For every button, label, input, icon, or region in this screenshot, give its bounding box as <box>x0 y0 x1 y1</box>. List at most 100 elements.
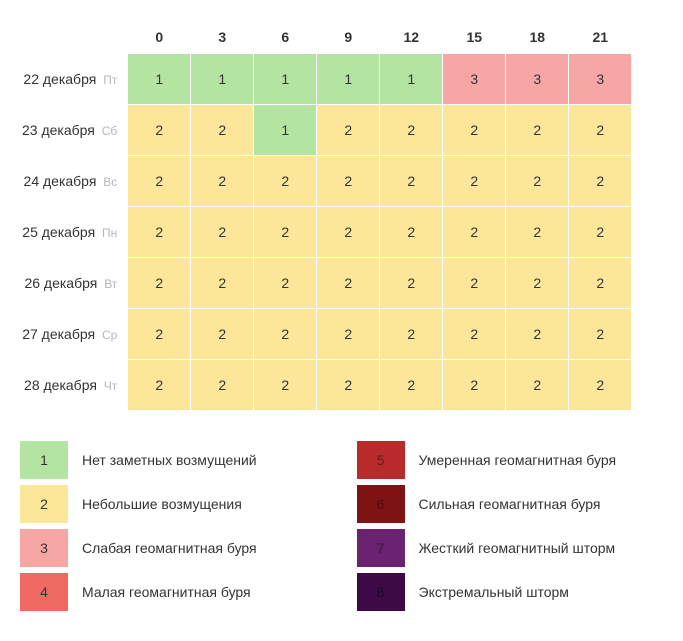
table-row: 27 декабря Ср22222222 <box>21 309 631 359</box>
value-cell: 2 <box>443 360 505 410</box>
date-label: 24 декабря Вс <box>21 156 127 206</box>
value-cell: 2 <box>380 258 442 308</box>
value-cell: 2 <box>380 309 442 359</box>
value-cell: 2 <box>317 258 379 308</box>
value-cell: 2 <box>254 207 316 257</box>
value-cell: 2 <box>317 207 379 257</box>
date-label: 27 декабря Ср <box>21 309 127 359</box>
table-row: 26 декабря Вт22222222 <box>21 258 631 308</box>
date-label: 22 декабря Пт <box>21 54 127 104</box>
legend-label: Малая геомагнитная буря <box>82 584 251 600</box>
value-cell: 2 <box>317 360 379 410</box>
value-cell: 1 <box>380 54 442 104</box>
day-of-week: Сб <box>102 124 118 138</box>
hour-header: 0 <box>128 21 190 53</box>
legend-item: 6 Сильная геомагнитная буря <box>357 485 664 523</box>
legend-label: Сильная геомагнитная буря <box>419 496 601 512</box>
date-text: 28 декабря <box>24 377 97 393</box>
hour-header: 15 <box>443 21 505 53</box>
table-row: 28 декабря Чт22222222 <box>21 360 631 410</box>
hour-header: 12 <box>380 21 442 53</box>
hour-header: 3 <box>191 21 253 53</box>
legend-column-left: 1Нет заметных возмущений 2 Небольшие возму… <box>20 441 327 617</box>
value-cell: 2 <box>317 309 379 359</box>
date-label: 28 декабря Чт <box>21 360 127 410</box>
legend-label: Умеренная геомагнитная буря <box>419 452 617 468</box>
day-of-week: Ср <box>102 328 117 342</box>
geomagnetic-forecast: 0 3 6 9 12 15 18 21 22 декабря Пт1111133… <box>20 20 663 617</box>
value-cell: 2 <box>254 360 316 410</box>
date-text: 26 декабря <box>24 275 97 291</box>
value-cell: 2 <box>317 105 379 155</box>
table-row: 23 декабря Сб22122222 <box>21 105 631 155</box>
date-text: 25 декабря <box>22 224 95 240</box>
date-label: 25 декабря Пн <box>21 207 127 257</box>
value-cell: 2 <box>128 309 190 359</box>
legend-swatch: 6 <box>357 485 405 523</box>
value-cell: 2 <box>128 105 190 155</box>
table-row: 25 декабря Пн22222222 <box>21 207 631 257</box>
value-cell: 2 <box>569 207 631 257</box>
date-text: 22 декабря <box>23 71 96 87</box>
legend-label: Жесткий геомагнитный шторм <box>419 540 616 556</box>
day-of-week: Чт <box>104 379 118 393</box>
legend-label: Небольшие возмущения <box>82 496 242 512</box>
legend-item: 1Нет заметных возмущений <box>20 441 327 479</box>
value-cell: 1 <box>191 54 253 104</box>
value-cell: 2 <box>254 258 316 308</box>
value-cell: 2 <box>443 207 505 257</box>
value-cell: 2 <box>506 258 568 308</box>
value-cell: 2 <box>380 360 442 410</box>
legend-item: 5 Умеренная геомагнитная буря <box>357 441 664 479</box>
value-cell: 2 <box>191 207 253 257</box>
value-cell: 2 <box>317 156 379 206</box>
value-cell: 2 <box>443 258 505 308</box>
date-text: 24 декабря <box>24 173 97 189</box>
hour-header: 9 <box>317 21 379 53</box>
hour-header: 18 <box>506 21 568 53</box>
day-of-week: Пн <box>102 226 117 240</box>
legend-swatch: 2 <box>20 485 68 523</box>
value-cell: 2 <box>443 105 505 155</box>
value-cell: 2 <box>506 360 568 410</box>
date-text: 27 декабря <box>22 326 95 342</box>
value-cell: 2 <box>506 156 568 206</box>
value-cell: 2 <box>254 309 316 359</box>
legend-swatch: 7 <box>357 529 405 567</box>
value-cell: 2 <box>191 258 253 308</box>
value-cell: 2 <box>128 360 190 410</box>
legend-swatch: 3 <box>20 529 68 567</box>
legend-swatch: 5 <box>357 441 405 479</box>
legend-item: 4Малая геомагнитная буря <box>20 573 327 611</box>
legend-label: Экстремальный шторм <box>419 584 569 600</box>
day-of-week: Вс <box>103 175 117 189</box>
date-text: 23 декабря <box>22 122 95 138</box>
value-cell: 2 <box>443 156 505 206</box>
value-cell: 2 <box>569 105 631 155</box>
value-cell: 2 <box>191 105 253 155</box>
value-cell: 1 <box>128 54 190 104</box>
value-cell: 2 <box>506 207 568 257</box>
day-of-week: Пт <box>103 73 117 87</box>
hour-header: 6 <box>254 21 316 53</box>
forecast-grid: 0 3 6 9 12 15 18 21 22 декабря Пт1111133… <box>20 20 632 411</box>
value-cell: 2 <box>254 156 316 206</box>
hour-header: 21 <box>569 21 631 53</box>
date-label: 23 декабря Сб <box>21 105 127 155</box>
value-cell: 2 <box>569 360 631 410</box>
value-cell: 2 <box>191 360 253 410</box>
table-row: 24 декабря Вс22222222 <box>21 156 631 206</box>
value-cell: 1 <box>254 54 316 104</box>
hours-header-row: 0 3 6 9 12 15 18 21 <box>21 21 631 53</box>
day-of-week: Вт <box>104 277 117 291</box>
legend: 1Нет заметных возмущений 2 Небольшие возму… <box>20 441 663 617</box>
legend-item: 3Слабая геомагнитная буря <box>20 529 327 567</box>
legend-item: 2 Небольшие возмущения <box>20 485 327 523</box>
value-cell: 3 <box>443 54 505 104</box>
value-cell: 2 <box>191 309 253 359</box>
value-cell: 3 <box>506 54 568 104</box>
legend-label: Нет заметных возмущений <box>82 452 257 468</box>
value-cell: 2 <box>128 258 190 308</box>
legend-item: 7 Жесткий геомагнитный шторм <box>357 529 664 567</box>
value-cell: 2 <box>380 156 442 206</box>
